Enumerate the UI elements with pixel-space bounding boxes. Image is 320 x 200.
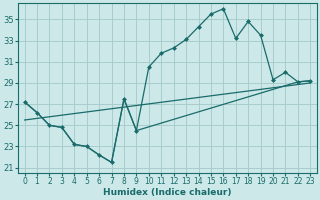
X-axis label: Humidex (Indice chaleur): Humidex (Indice chaleur) bbox=[103, 188, 232, 197]
